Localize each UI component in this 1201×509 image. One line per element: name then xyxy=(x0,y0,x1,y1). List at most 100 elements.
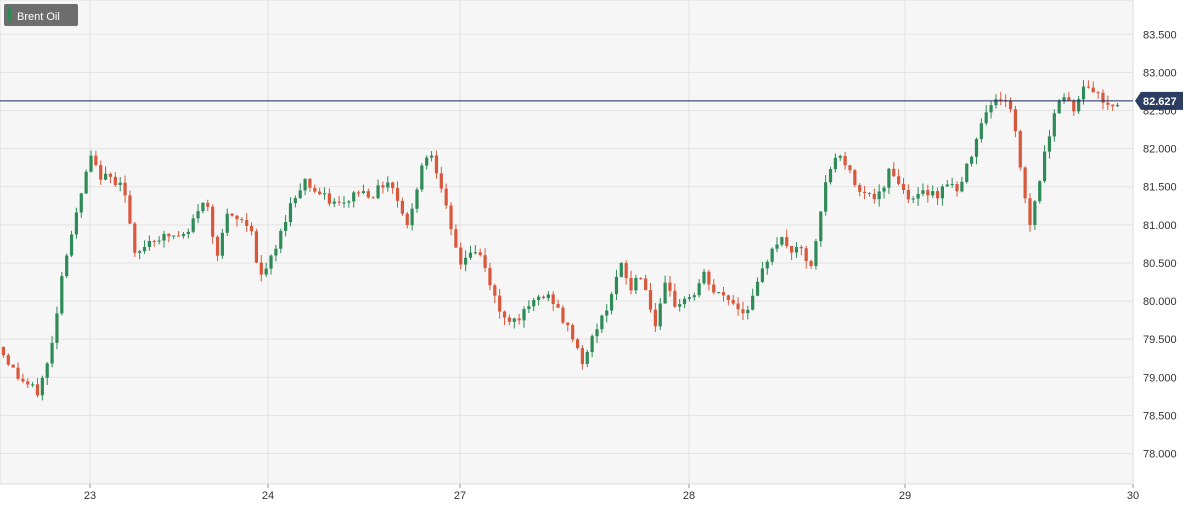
candle-body xyxy=(697,283,701,296)
candle-body xyxy=(138,251,142,253)
candle-body xyxy=(240,219,244,221)
candle-body xyxy=(89,155,93,172)
candle-body xyxy=(16,367,20,379)
last-price-badge xyxy=(1135,91,1183,110)
candle-body xyxy=(449,205,453,230)
candle-body xyxy=(1042,151,1047,182)
candle-body xyxy=(974,138,979,157)
candle-body xyxy=(702,271,706,284)
candle-body xyxy=(892,168,896,177)
candle-body xyxy=(600,315,604,330)
candle-body xyxy=(848,165,852,171)
candle-body xyxy=(1033,201,1037,225)
candle-body xyxy=(225,213,229,233)
candle-body xyxy=(84,171,88,194)
candle-body xyxy=(809,261,813,266)
y-tick-label: 82.500 xyxy=(1143,106,1177,118)
candle-body xyxy=(546,294,550,298)
candle-body xyxy=(517,318,521,321)
candle-body xyxy=(459,247,463,265)
candle-body xyxy=(819,211,823,242)
candle-body xyxy=(770,248,774,262)
candle-body xyxy=(862,191,867,193)
candle-body xyxy=(1077,99,1081,112)
candle-body xyxy=(269,255,273,269)
y-axis: 78.000 78.500 79.000 79.500 80.000 80.500 81.0… xyxy=(1143,29,1177,460)
candle-body xyxy=(833,157,837,170)
candle-body xyxy=(629,278,633,291)
candle-body xyxy=(230,213,234,216)
candle-body xyxy=(1062,97,1066,102)
candle-body xyxy=(906,190,910,200)
candle-body xyxy=(653,309,657,327)
candle-body xyxy=(298,190,302,199)
candle-body xyxy=(235,215,239,220)
candle-body xyxy=(648,290,653,310)
y-tick-label: 81.500 xyxy=(1143,182,1177,194)
candle-body xyxy=(843,155,847,166)
candle-body xyxy=(590,336,594,353)
candle-body xyxy=(45,363,49,378)
candle-body xyxy=(882,187,886,192)
candle-body xyxy=(1115,105,1120,107)
candle-body xyxy=(755,281,760,296)
candle-body xyxy=(595,329,599,337)
candle-body xyxy=(439,173,443,189)
candle-body xyxy=(425,157,429,166)
x-axis: 23 24 27 28 29 30 xyxy=(84,484,1139,502)
candle-body xyxy=(522,309,526,321)
candle-body xyxy=(580,348,584,364)
candle-body xyxy=(614,276,619,295)
candle-body xyxy=(337,201,341,203)
legend-label: Brent Oil xyxy=(17,11,60,23)
candle-body xyxy=(60,276,64,314)
candle-body xyxy=(313,187,317,192)
candle-body xyxy=(366,191,370,198)
candle-body xyxy=(1111,104,1115,107)
candle-body xyxy=(142,246,147,252)
x-tick-label: 27 xyxy=(454,490,466,502)
candle-body xyxy=(532,300,536,307)
x-tick-label: 29 xyxy=(899,490,911,502)
candle-body xyxy=(970,156,974,164)
candle-body xyxy=(468,252,473,258)
candle-body xyxy=(35,384,40,396)
candle-body xyxy=(249,225,254,232)
x-tick-label: 30 xyxy=(1127,490,1139,502)
candle-body xyxy=(498,295,502,312)
candle-body xyxy=(858,185,862,192)
candle-body xyxy=(1096,92,1100,94)
candle-body xyxy=(128,195,132,224)
candle-body xyxy=(211,206,215,237)
candle-body xyxy=(945,184,949,187)
candle-body xyxy=(264,268,268,275)
candle-body xyxy=(21,378,25,382)
candle-body xyxy=(1023,167,1027,199)
legend-color-swatch xyxy=(8,8,11,22)
candle-body xyxy=(191,218,195,232)
candle-body xyxy=(765,261,769,269)
candle-body xyxy=(279,230,283,249)
candle-body xyxy=(965,163,969,182)
candle-body xyxy=(736,303,740,310)
candle-body xyxy=(751,295,755,310)
y-tick-label: 82.000 xyxy=(1143,144,1177,156)
candle-body xyxy=(551,294,555,304)
candle-body xyxy=(502,311,507,318)
candle-body xyxy=(395,188,400,201)
candle-body xyxy=(824,182,828,212)
candle-body xyxy=(1047,136,1052,152)
legend: Brent Oil xyxy=(4,4,78,26)
candle-body xyxy=(1038,181,1042,202)
candle-body xyxy=(541,296,546,298)
candle-body xyxy=(415,189,419,209)
candle-body xyxy=(926,190,930,196)
candle-body xyxy=(79,193,83,213)
candle-body xyxy=(619,263,623,277)
candle-body xyxy=(668,282,672,291)
candle-body xyxy=(206,202,210,207)
candle-body xyxy=(609,294,614,311)
x-tick-label: 24 xyxy=(262,490,274,502)
